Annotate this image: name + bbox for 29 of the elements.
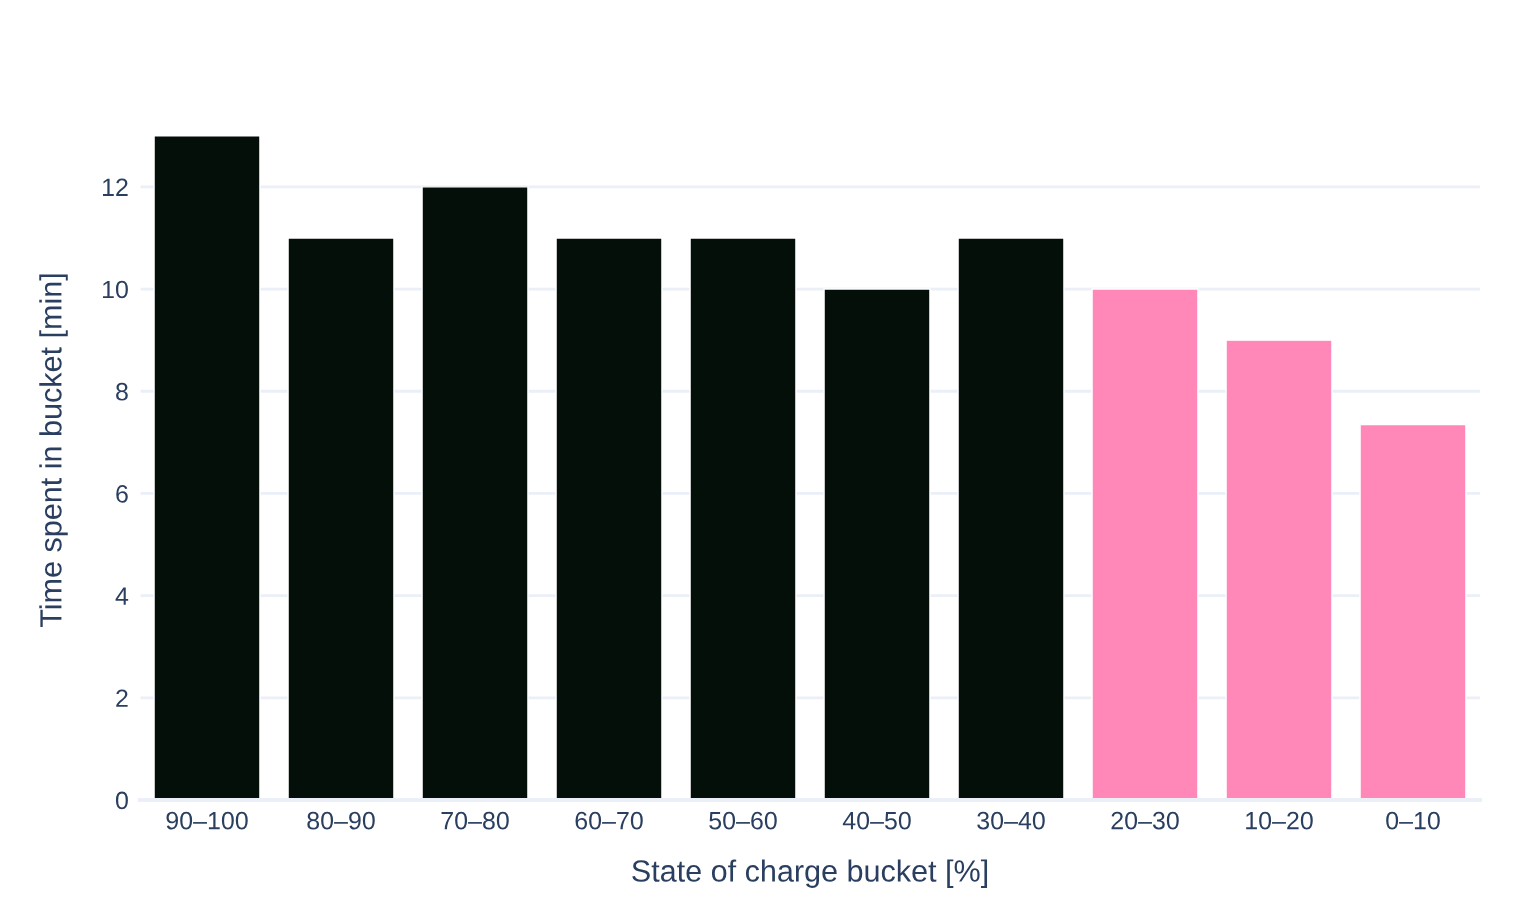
y-tick-label: 2 — [116, 689, 128, 707]
bar — [1091, 288, 1199, 800]
y-tick-label: 12 — [102, 178, 128, 196]
y-axis-title: Time spent in bucket [min] — [39, 274, 68, 628]
bar — [421, 186, 529, 800]
bar — [1225, 339, 1333, 800]
x-tick-label: 30–40 — [977, 811, 1045, 830]
y-tick-label: 10 — [102, 280, 128, 299]
x-tick-label: 0–10 — [1386, 811, 1440, 830]
x-tick-label: 70–80 — [441, 811, 509, 830]
x-tick-label: 50–60 — [709, 811, 777, 830]
x-tick-label: 10–20 — [1246, 811, 1313, 830]
bar — [957, 237, 1065, 800]
bar — [287, 237, 395, 800]
bar — [153, 135, 261, 800]
x-axis-title: State of charge bucket [%] — [632, 859, 988, 888]
x-tick-label: 60–70 — [575, 811, 643, 830]
y-tick-label: 6 — [116, 485, 128, 503]
bar — [823, 288, 931, 800]
y-tick-label: 4 — [115, 587, 129, 605]
x-tick-label: 40–50 — [842, 811, 911, 830]
bar — [555, 237, 663, 800]
bar — [1359, 423, 1467, 800]
y-tick-label: 8 — [116, 382, 128, 401]
y-tick-label: 0 — [115, 791, 128, 810]
bar — [689, 237, 797, 800]
x-tick-label: 90–100 — [166, 811, 248, 830]
x-tick-label: 80–90 — [307, 811, 375, 830]
x-tick-label: 20–30 — [1111, 811, 1179, 830]
